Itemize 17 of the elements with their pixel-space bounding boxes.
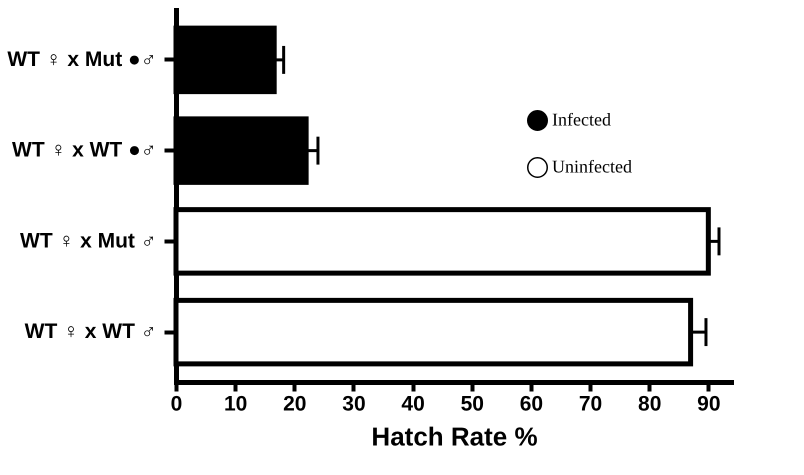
legend-label: Uninfected <box>552 156 632 176</box>
x-tick-label: 0 <box>170 392 182 416</box>
y-tick-label: WT ♀ x Mut ●♂ <box>7 48 156 71</box>
x-axis-title: Hatch Rate % <box>371 422 538 452</box>
x-tick-label: 50 <box>460 392 484 416</box>
x-tick-label: 30 <box>342 392 366 416</box>
x-tick-label: 60 <box>520 392 544 416</box>
x-tick-label: 10 <box>224 392 248 416</box>
x-tick-label: 40 <box>401 392 425 416</box>
x-tick-label: 80 <box>638 392 662 416</box>
x-tick-label: 20 <box>283 392 306 416</box>
legend-label: Infected <box>552 110 611 130</box>
x-tick-label: 70 <box>578 392 602 416</box>
y-tick-label: WT ♀ x WT ●♂ <box>12 138 156 162</box>
x-tick-label: 90 <box>697 392 721 416</box>
y-tick-label: WT ♀ x WT ♂ <box>24 320 156 344</box>
y-tick-label: WT ♀ x Mut ♂ <box>20 229 156 252</box>
